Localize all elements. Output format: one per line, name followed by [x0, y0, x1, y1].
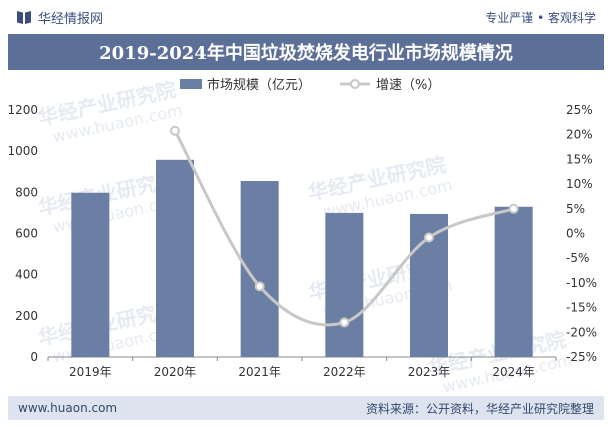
y-left-tick-label: 1000: [7, 144, 38, 158]
x-tick-label: 2023年: [408, 365, 451, 379]
growth-point: [508, 203, 519, 214]
y-right-tick-label: -15%: [566, 301, 597, 315]
brand[interactable]: 华经情报网: [16, 8, 103, 27]
y-left-tick-label: 1200: [7, 103, 38, 117]
axes: 0 200 400 600 800 1000 1200 -25% -20% -15% -10% -5%…: [7, 103, 597, 379]
y-right-tick-label: 5%: [566, 202, 585, 216]
y-right-tick-label: 20%: [566, 128, 593, 142]
y-right-tick-label: -10%: [566, 276, 597, 290]
y-right-tick-label: -5%: [566, 251, 589, 265]
source-note: 资料来源：公开资料，华经产业研究院整理: [365, 401, 594, 416]
legend-label-growth: 增速（%）: [376, 78, 440, 93]
growth-point: [254, 281, 265, 292]
title-bar: 2019-2024年中国垃圾焚烧发电行业市场规模情况: [8, 34, 604, 70]
brand-name: 华经情报网: [38, 11, 104, 27]
y-right-tick-label: -20%: [566, 325, 597, 339]
legend: 市场规模（亿元） 增速（%）: [180, 77, 440, 93]
x-tick-label: 2022年: [323, 365, 366, 379]
y-right-tick-label: 10%: [566, 177, 593, 191]
bar-market-size: [156, 159, 194, 357]
book-icon: [17, 11, 31, 24]
y-right-tick-label: 0%: [566, 227, 585, 241]
watermark-layer: 华经产业研究院www.huaon.com华经产业研究院www.huaon.com…: [36, 77, 574, 396]
header: 华经情报网 专业严谨 • 客观科学: [0, 0, 612, 34]
x-tick-label: 2021年: [238, 365, 281, 379]
legend-bar-swatch: [180, 79, 202, 89]
y-left-tick-label: 200: [15, 309, 38, 323]
y-right-tick-label: 25%: [566, 103, 593, 117]
growth-point: [339, 317, 350, 328]
y-left-tick-label: 400: [15, 268, 38, 282]
growth-point: [170, 125, 180, 136]
bar-market-size: [494, 206, 533, 357]
y-left-tick-label: 0: [30, 350, 38, 364]
slogan: 专业严谨 • 客观科学: [485, 10, 596, 25]
bar-market-size: [71, 192, 110, 357]
chart-title: 2019-2024年中国垃圾焚烧发电行业市场规模情况: [99, 43, 513, 64]
footer-url[interactable]: www.huaon.com: [18, 401, 118, 415]
y-left-tick-label: 600: [15, 227, 38, 241]
bar-series: [71, 159, 533, 357]
growth-point: [424, 232, 434, 243]
bar-market-size: [325, 212, 364, 357]
legend-label-market-size: 市场规模（亿元）: [207, 77, 311, 93]
y-right-tick-label: 15%: [566, 152, 593, 166]
footer: www.huaon.com 资料来源：公开资料，华经产业研究院整理: [8, 396, 604, 420]
chart: 华经产业研究院www.huaon.com华经产业研究院www.huaon.com…: [7, 77, 597, 396]
x-tick-label: 2020年: [154, 365, 197, 379]
x-tick-label: 2019年: [69, 365, 112, 379]
y-left-tick-label: 800: [15, 185, 38, 199]
growth-line-series: [170, 125, 519, 328]
x-tick-label: 2024年: [492, 365, 535, 379]
y-right-tick-label: -25%: [566, 350, 597, 364]
legend-line-marker: [350, 79, 360, 89]
